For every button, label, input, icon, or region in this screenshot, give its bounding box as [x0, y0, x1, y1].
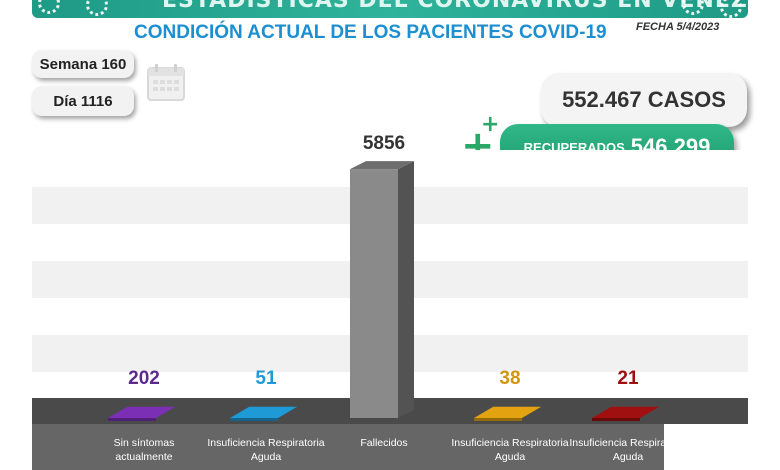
category-label: Insuficiencia Respiratoria Aguda: [569, 437, 687, 463]
bar-top: [350, 161, 414, 170]
data-label: 21: [617, 368, 639, 389]
virus-icon: [38, 0, 60, 14]
bar-edge: [474, 418, 522, 421]
chart-floor-bottom: [32, 424, 664, 470]
page-subtitle: CONDICIÓN ACTUAL DE LOS PACIENTES COVID-…: [134, 22, 607, 43]
virus-icon: [720, 0, 742, 18]
chart-bars: [108, 161, 660, 421]
bar-edge: [108, 418, 156, 421]
data-label: 51: [255, 368, 277, 389]
bar: [230, 406, 298, 418]
report-date: FECHA 5/4/2023: [636, 21, 720, 33]
header-banner: ESTADÍSTICAS DEL CORONAVIRUS EN VENEZUEL…: [32, 0, 748, 18]
virus-icon: [86, 0, 108, 16]
data-label: 38: [499, 368, 521, 389]
plus-icon: +: [481, 112, 500, 137]
category-label: Insuficiencia Respiratoria Aguda: [207, 437, 325, 463]
category-label: Fallecidos: [360, 437, 408, 449]
data-label: 5856: [362, 133, 406, 155]
virus-icon: [682, 0, 704, 15]
bar: [108, 406, 176, 418]
day-badge: Día 1116: [32, 86, 134, 116]
calendar-icon: [147, 64, 185, 101]
week-badge: Semana 160: [32, 50, 134, 78]
bar-edge: [230, 418, 278, 421]
bar: [474, 406, 542, 418]
bar-side: [398, 161, 414, 418]
category-label: Insuficiencia Respiratoria Aguda: [451, 437, 569, 463]
total-cases-badge: 552.467 CASOS: [541, 73, 747, 127]
category-label: Sin síntomas actualmente: [113, 437, 175, 463]
bar-edge: [592, 418, 640, 421]
bar: [592, 406, 660, 418]
banner-title: ESTADÍSTICAS DEL CORONAVIRUS EN VENEZUEL…: [162, 0, 748, 13]
data-label: 202: [128, 368, 160, 389]
bar: [350, 169, 398, 418]
